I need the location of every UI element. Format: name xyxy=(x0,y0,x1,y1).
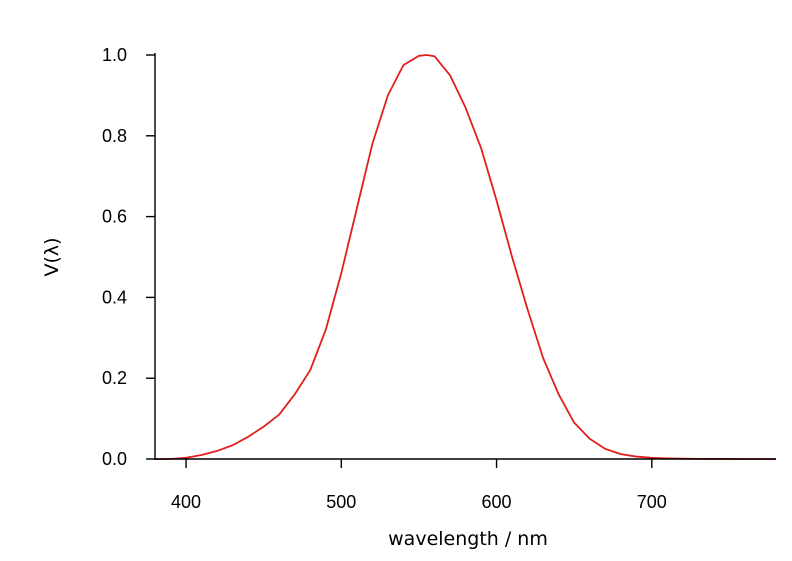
plot-area xyxy=(155,54,776,460)
y-tick-label: 0.2 xyxy=(102,368,127,388)
y-tick-label: 0.0 xyxy=(102,449,127,469)
y-tick-label: 1.0 xyxy=(102,45,127,65)
x-axis-title: wavelength / nm xyxy=(388,528,548,550)
y-axis-title: V(λ) xyxy=(41,237,63,276)
y-tick-label: 0.4 xyxy=(102,287,127,307)
y-axis: 0.0 0.2 0.4 0.6 0.8 1.0 xyxy=(102,45,156,469)
x-tick-label: 500 xyxy=(326,492,356,512)
x-axis: 400 500 600 700 xyxy=(155,458,776,512)
y-tick-label: 0.6 xyxy=(102,207,127,227)
x-tick-label: 400 xyxy=(171,492,201,512)
x-tick-label: 600 xyxy=(482,492,512,512)
y-tick-label: 0.8 xyxy=(102,126,127,146)
series-line xyxy=(155,54,776,460)
x-tick-label: 700 xyxy=(637,492,667,512)
